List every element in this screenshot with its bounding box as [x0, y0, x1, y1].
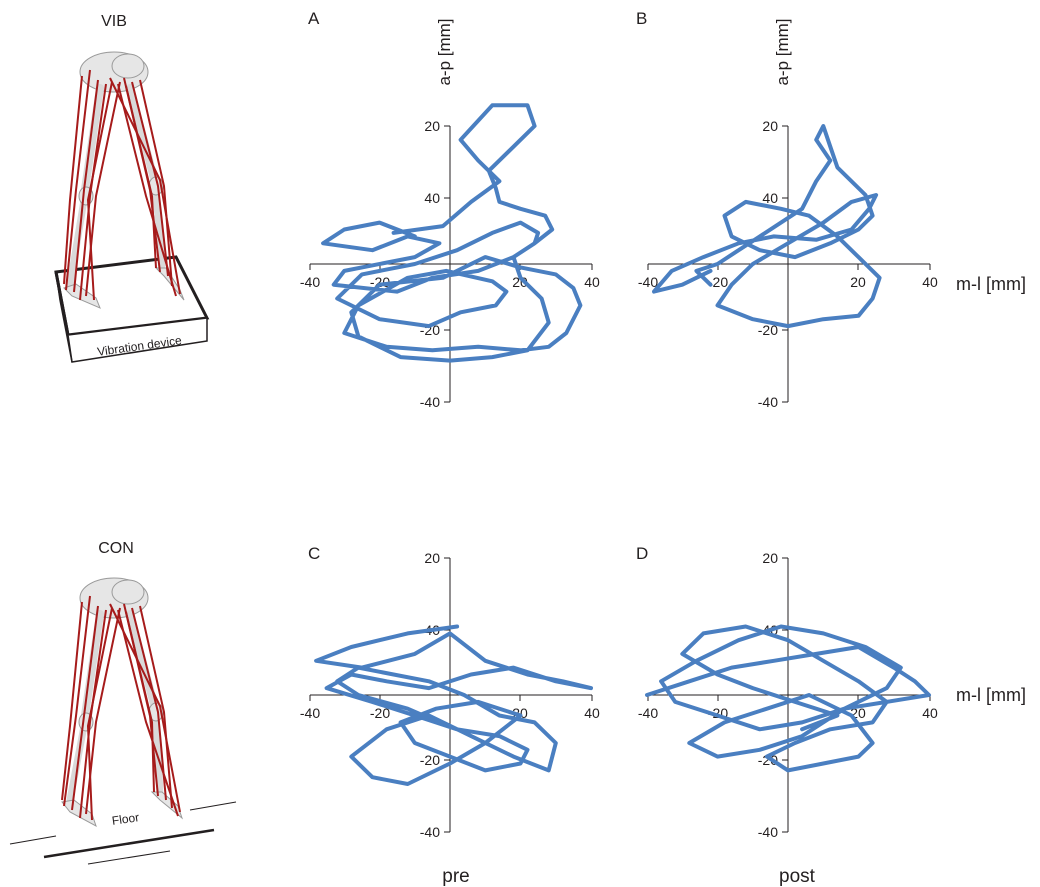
- floor-label: Floor: [111, 810, 140, 828]
- panel-c-ytick: -20: [420, 752, 440, 768]
- panel-b-ytick: -20: [758, 322, 778, 338]
- panel-d-xtick: -40: [638, 705, 658, 721]
- vib-leg-model: Vibration device: [54, 51, 210, 363]
- panel-d: D 20 40 -20 -40 -40 -20 20 40 m-l [mm]: [636, 544, 1026, 840]
- column-label-pre: pre: [442, 866, 469, 887]
- con-leg-model: Floor: [9, 577, 237, 865]
- panel-a-ytick: -40: [420, 394, 440, 410]
- panel-b-xtick: -40: [638, 274, 658, 290]
- panel-b-letter: B: [636, 9, 647, 28]
- label-vib: VIB: [101, 13, 127, 30]
- panel-d-ytick: -40: [758, 824, 778, 840]
- panel-a-xtick: 20: [512, 274, 528, 290]
- panel-b: B a-p [mm] 20 40 -20 -40 -40 -20 20 40 m…: [636, 9, 1026, 410]
- panel-c-xtick: -40: [300, 705, 320, 721]
- panel-b-xtick: -20: [708, 274, 728, 290]
- column-label-post: post: [779, 866, 816, 887]
- panel-a-xtick: -40: [300, 274, 320, 290]
- panel-b-ytick: 20: [762, 118, 778, 134]
- panel-d-xtick: 40: [922, 705, 938, 721]
- panel-d-ytick: 20: [762, 550, 778, 566]
- panel-a-sway-trace: [321, 103, 583, 363]
- panel-c-xtick: 40: [584, 705, 600, 721]
- panel-a-ylabel: a-p [mm]: [435, 18, 454, 85]
- panel-b-xtick: 20: [850, 274, 866, 290]
- panel-a: A a-p [mm] 20 40 -20 -40 -40 -20 20 40: [300, 9, 600, 410]
- panel-b-ylabel: a-p [mm]: [773, 18, 792, 85]
- panel-b-sway-trace: [652, 124, 882, 329]
- panel-c-ytick: 20: [424, 550, 440, 566]
- panel-a-letter: A: [308, 9, 320, 28]
- panel-b-ytick: -40: [758, 394, 778, 410]
- panel-d-letter: D: [636, 544, 648, 563]
- panel-d-ytick: -20: [758, 752, 778, 768]
- panel-a-ytick: 40: [424, 190, 440, 206]
- panel-c-letter: C: [308, 544, 320, 563]
- panel-c-xtick: -20: [370, 705, 390, 721]
- panel-b-ytick: 40: [762, 190, 778, 206]
- panel-c-ytick: -40: [420, 824, 440, 840]
- panel-c-sway-trace: [314, 624, 593, 786]
- panel-c: C 20 40 -20 -40 -40 -20 20 40: [300, 544, 600, 840]
- panel-d-sway-trace: [645, 624, 931, 773]
- panel-b-xlabel: m-l [mm]: [956, 274, 1026, 294]
- panel-d-xlabel: m-l [mm]: [956, 685, 1026, 705]
- label-con: CON: [98, 540, 134, 557]
- panel-a-ytick: 20: [424, 118, 440, 134]
- panel-a-xtick: 40: [584, 274, 600, 290]
- panel-b-xtick: 40: [922, 274, 938, 290]
